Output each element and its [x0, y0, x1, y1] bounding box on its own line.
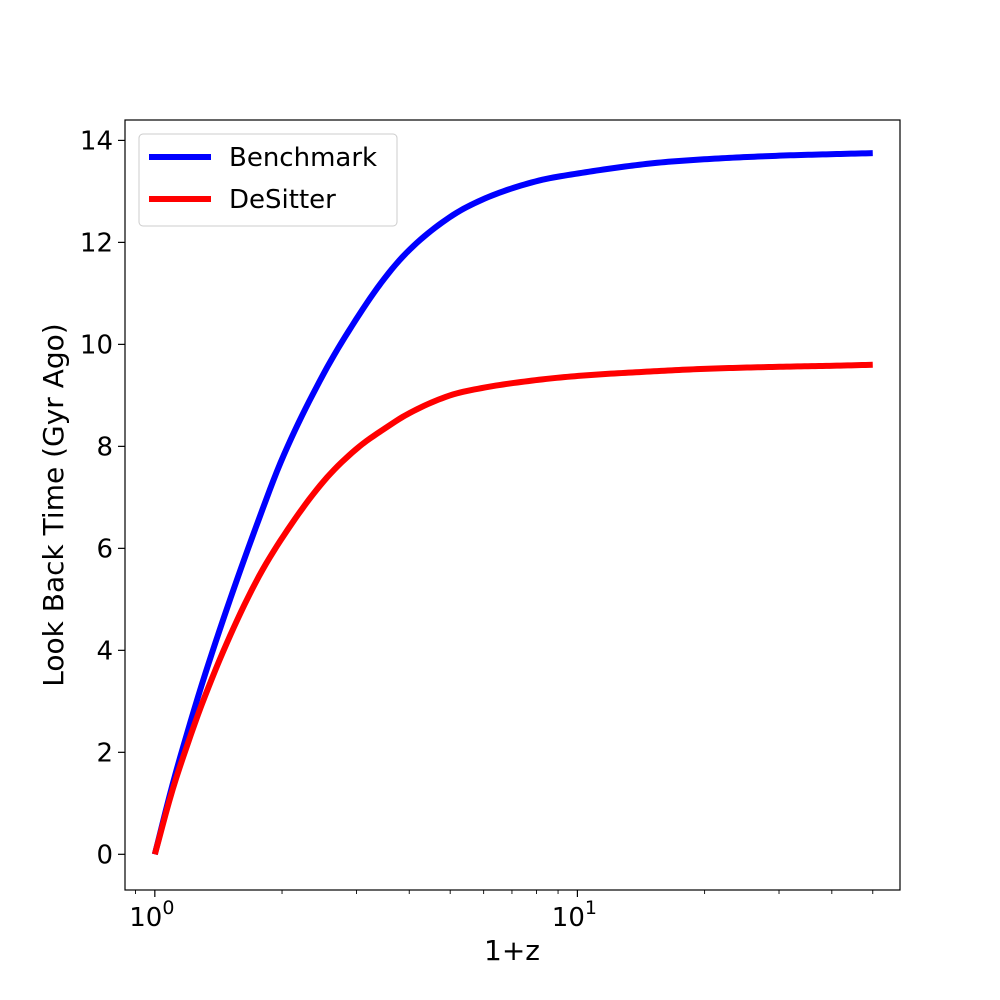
- y-tick-label: 0: [96, 840, 113, 870]
- series-line-1: [151, 150, 873, 856]
- series-layer: [151, 150, 873, 856]
- y-tick-label: 4: [96, 636, 113, 666]
- series-line-2: [151, 361, 873, 856]
- legend-label-1: Benchmark: [229, 143, 377, 173]
- legend-label-2: DeSitter: [229, 185, 336, 215]
- legend: Benchmark DeSitter: [138, 133, 398, 227]
- y-tick-label: 8: [96, 432, 113, 462]
- y-tick-label: 12: [80, 228, 113, 258]
- plot-frame: [124, 119, 901, 891]
- y-tick-label: 2: [96, 738, 113, 768]
- y-tick-label: 10: [80, 330, 113, 360]
- y-tick-label: 14: [80, 126, 113, 156]
- y-axis-label: Look Back Time (Gyr Ago): [37, 323, 70, 686]
- y-axis-ticks: 0 2 4 6 8 10 12 14: [80, 126, 125, 870]
- y-tick-label: 6: [96, 534, 113, 564]
- x-axis-label: 1+z: [484, 934, 540, 967]
